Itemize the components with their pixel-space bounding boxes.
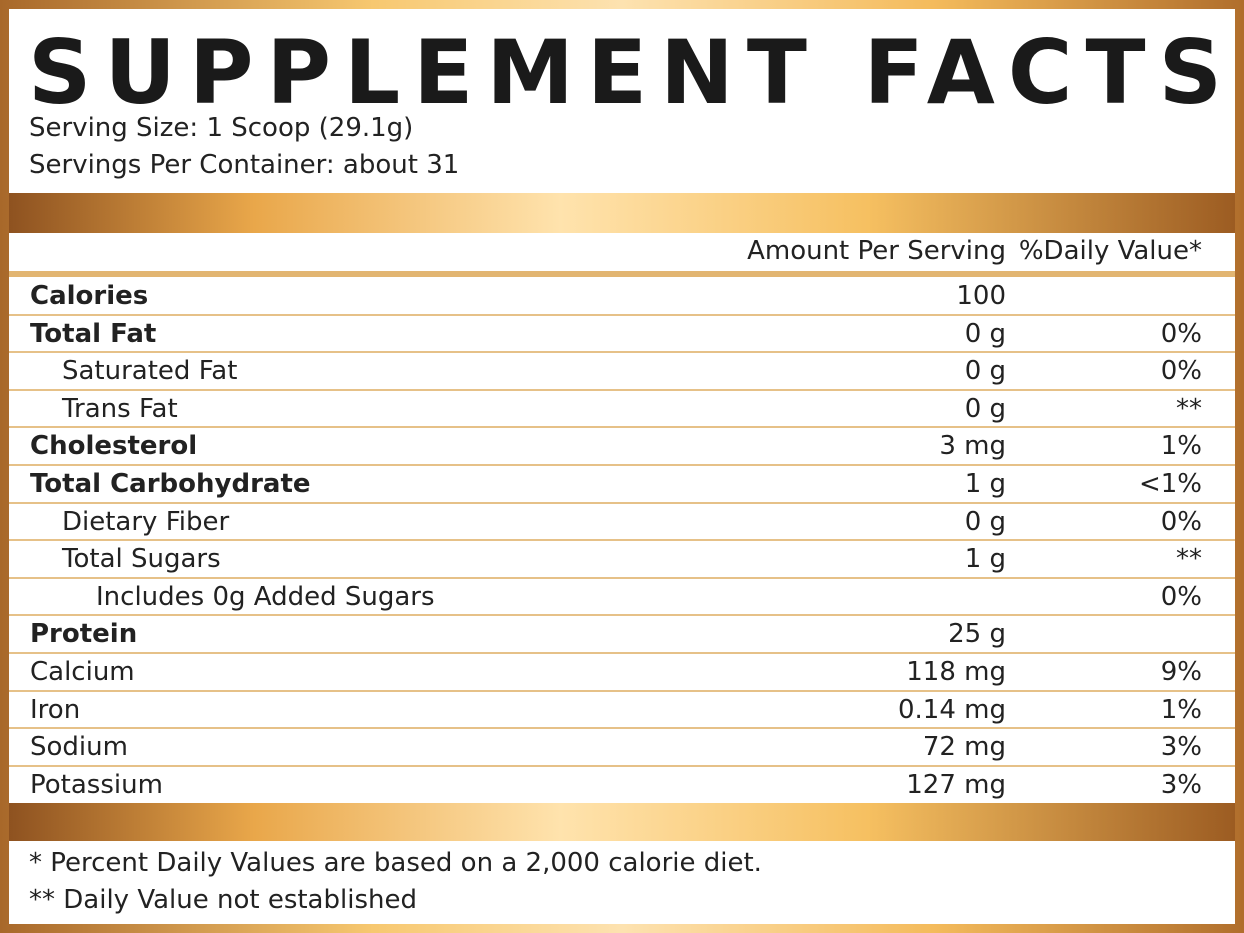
row-rule — [9, 464, 1235, 466]
row-rule — [9, 764, 1235, 767]
amount: 3 mg — [939, 431, 1006, 462]
amount: 100 — [956, 281, 1006, 311]
amount: 0 g — [964, 393, 1006, 424]
nutrient-name: Total Carbohydrate — [30, 469, 311, 499]
row-rule — [9, 313, 1235, 316]
title: SUPPLEMENT FACTS — [28, 21, 1222, 117]
header-rule — [9, 271, 1235, 277]
row-rule — [9, 727, 1235, 730]
amount: 1 g — [964, 469, 1006, 499]
nutrient-name: Calcium — [30, 657, 135, 687]
row-rule — [9, 576, 1235, 579]
nutrient-name: Protein — [30, 619, 138, 650]
daily-value: 3% — [1160, 769, 1202, 800]
row-rule — [9, 614, 1235, 617]
row-rule — [9, 388, 1235, 391]
daily-value: 1% — [1160, 431, 1202, 462]
table-panel — [9, 233, 1235, 803]
nutrient-name: Total Fat — [30, 318, 157, 349]
daily-value: 0% — [1160, 581, 1202, 612]
nutrient-name: Includes 0g Added Sugars — [96, 581, 435, 612]
nutrient-name: Trans Fat — [62, 393, 178, 424]
daily-value: <1% — [1138, 469, 1202, 499]
row-rule — [9, 539, 1235, 542]
daily-value: 0% — [1160, 356, 1202, 387]
nutrient-name: Cholesterol — [30, 431, 198, 462]
nutrient-name: Iron — [30, 694, 81, 725]
amount: 0 g — [964, 506, 1006, 537]
footer-panel: * Percent Daily Values are based on a 2,… — [9, 841, 1235, 924]
daily-value: ** — [1176, 393, 1202, 424]
divider — [9, 193, 1235, 233]
nutrient-name: Potassium — [30, 769, 163, 800]
row-rule — [9, 689, 1235, 692]
daily-value: 0% — [1160, 506, 1202, 537]
row-rule — [9, 501, 1235, 504]
divider — [9, 803, 1235, 841]
row-rule — [9, 426, 1235, 429]
daily-value: 3% — [1160, 732, 1202, 763]
daily-value: ** — [1176, 544, 1202, 575]
serving-size: Serving Size: 1 Scoop (29.1g) — [29, 113, 414, 143]
nutrient-name: Total Sugars — [62, 544, 221, 575]
amount: 72 mg — [922, 732, 1006, 763]
row-rule — [9, 351, 1235, 354]
header-panel: SUPPLEMENT FACTS Serving Size: 1 Scoop (… — [9, 9, 1235, 193]
amount: 1 g — [964, 544, 1006, 575]
amount: 0 g — [964, 356, 1006, 387]
column-header: %Daily Value* — [1018, 236, 1202, 266]
row-rule — [9, 652, 1235, 654]
nutrient-name: Calories — [30, 281, 149, 311]
footnote: * Percent Daily Values are based on a 2,… — [29, 848, 762, 878]
amount: 25 g — [948, 619, 1006, 650]
amount: 0 g — [964, 318, 1006, 349]
daily-value: 1% — [1160, 694, 1202, 725]
column-header: Amount Per Serving — [747, 236, 1006, 266]
nutrient-name: Saturated Fat — [62, 356, 238, 387]
amount: 127 mg — [906, 769, 1006, 800]
footnote: ** Daily Value not established — [29, 885, 417, 915]
daily-value: 9% — [1160, 657, 1202, 687]
servings-per-container: Servings Per Container: about 31 — [29, 150, 460, 180]
amount: 118 mg — [906, 657, 1006, 687]
title-svg: SUPPLEMENT FACTS — [28, 21, 1222, 117]
nutrient-name: Dietary Fiber — [62, 506, 230, 537]
daily-value: 0% — [1160, 318, 1202, 349]
nutrient-name: Sodium — [30, 732, 128, 763]
amount: 0.14 mg — [898, 694, 1006, 725]
